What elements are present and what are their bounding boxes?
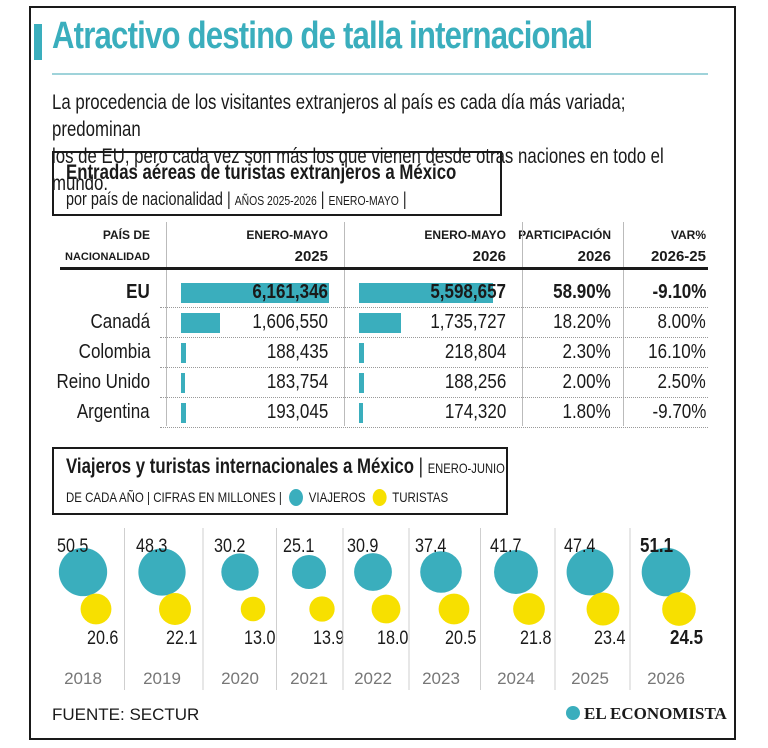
legend-turistas-swatch <box>372 489 387 506</box>
bar-2026 <box>359 373 364 393</box>
value-2025: 188,435 <box>266 341 328 363</box>
table-subtitle-main: por país de nacionalidad <box>66 189 223 209</box>
col-header-var-line1: VAR% <box>670 228 706 242</box>
column-divider <box>522 222 523 426</box>
value-2026: 5,598,657 <box>430 281 506 303</box>
bar-2025 <box>181 403 186 423</box>
bubble-sub-label: de cada año <box>66 489 144 505</box>
bar-2026 <box>359 313 401 333</box>
col-header-share-line1: PARTICIPACIÓN <box>518 228 611 242</box>
intro-line-2: los de EU, pero cada vez son más los que… <box>52 145 664 195</box>
bar-2025 <box>181 283 329 303</box>
table-title-box: Entradas aéreas de turistas extranjeros … <box>52 151 502 216</box>
legend-viajeros-swatch <box>289 489 304 506</box>
col-header-2026-line1: ENERO-MAYO <box>424 228 506 242</box>
col-header-2025-line2: 2025 <box>294 248 328 265</box>
legend-turistas-label: turistas <box>392 489 449 505</box>
value-2025: 193,045 <box>266 401 328 423</box>
value-2025: 6,161,346 <box>252 281 328 303</box>
col-header-2026: ENERO-MAYO 2026 <box>424 224 506 268</box>
bar-2025 <box>181 343 186 363</box>
intro-text: La procedencia de los visitantes extranj… <box>52 89 700 197</box>
source-note: FUENTE: SECTUR <box>52 705 200 724</box>
row-country: Colombia <box>78 341 150 363</box>
col-header-share-line2: 2026 <box>577 248 611 265</box>
value-var: -9.70% <box>652 401 706 423</box>
value-share: 58.90% <box>553 281 611 303</box>
value-2026: 1,735,727 <box>430 311 506 333</box>
value-var: -9.10% <box>652 281 706 303</box>
col-header-country-line2: NACIONALIDAD <box>65 251 150 263</box>
value-var: 16.10% <box>648 341 706 363</box>
col-header-country: PAÍS DE NACIONALIDAD <box>65 224 150 268</box>
col-header-var: VAR% 2026-25 <box>651 224 706 268</box>
column-divider <box>344 222 345 426</box>
table-subtitle: por país de nacionalidad | años 2025-202… <box>66 189 407 209</box>
intro-line-1: La procedencia de los visitantes extranj… <box>52 91 626 141</box>
brand-name: EL ECONOMISTA <box>584 704 727 723</box>
row-separator <box>160 427 708 429</box>
col-header-country-line1: PAÍS DE <box>102 228 150 242</box>
table-header-rule <box>60 267 708 270</box>
brand-logo: EL ECONOMISTA <box>566 704 727 724</box>
column-divider <box>623 222 624 426</box>
value-2025: 1,606,550 <box>252 311 328 333</box>
value-share: 2.30% <box>562 341 611 363</box>
value-var: 8.00% <box>657 311 706 333</box>
brand-logo-icon <box>566 706 580 720</box>
row-country: Canadá <box>90 311 150 333</box>
col-header-share: PARTICIPACIÓN 2026 <box>518 224 611 268</box>
title-accent-bar <box>34 24 42 60</box>
bar-2026 <box>359 403 364 423</box>
value-2026: 218,804 <box>444 341 506 363</box>
bubble-title-box: Viajeros y turistas internacionales a Mé… <box>52 447 508 515</box>
value-share: 2.00% <box>562 371 611 393</box>
col-header-2025-line1: ENERO-MAYO <box>246 228 328 242</box>
col-header-2026-line2: 2026 <box>472 248 506 265</box>
row-country: Argentina <box>77 401 150 423</box>
value-2026: 174,320 <box>444 401 506 423</box>
table-subtitle-period: enero-mayo <box>328 193 399 208</box>
page-title: Atractivo destino de talla internacional <box>52 15 593 57</box>
table-title: Entradas aéreas de turistas extranjeros … <box>66 161 457 184</box>
row-separator <box>160 397 708 399</box>
col-header-2025: ENERO-MAYO 2025 <box>246 224 328 268</box>
row-country: Reino Unido <box>56 371 150 393</box>
col-header-var-line2: 2026-25 <box>650 248 706 265</box>
legend-viajeros-label: viajeros <box>308 489 366 505</box>
value-var: 2.50% <box>657 371 706 393</box>
table-subtitle-years: años 2025-2026 <box>234 193 317 208</box>
row-separator <box>160 307 708 309</box>
value-2025: 183,754 <box>266 371 328 393</box>
bubble-subtitle: de cada año | cifras en millones | viaje… <box>66 489 449 506</box>
value-2026: 188,256 <box>444 371 506 393</box>
title-divider <box>52 73 708 75</box>
row-country: EU <box>126 281 150 303</box>
bubble-period: enero-junio <box>427 460 505 476</box>
bar-2025 <box>181 313 220 333</box>
column-divider <box>166 222 167 426</box>
bar-2025 <box>181 373 186 393</box>
bubble-chart-title: Viajeros y turistas internacionales a Mé… <box>66 455 505 478</box>
row-separator <box>160 337 708 339</box>
bar-2026 <box>359 343 365 363</box>
value-share: 1.80% <box>562 401 611 423</box>
bar-2026 <box>359 283 494 303</box>
value-share: 18.20% <box>553 311 611 333</box>
bubble-title-text: Viajeros y turistas internacionales a Mé… <box>66 455 414 478</box>
row-separator <box>160 367 708 369</box>
bubble-units: cifras en millones <box>153 489 276 505</box>
